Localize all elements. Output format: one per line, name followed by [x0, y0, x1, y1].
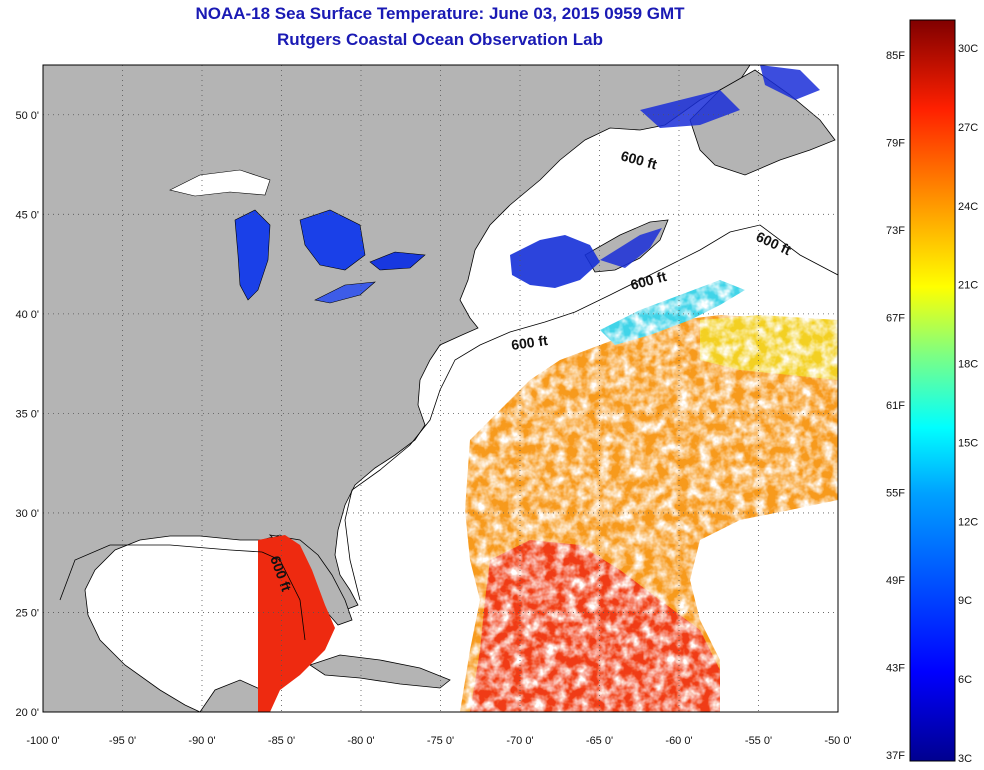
longitude-tick-label: -65 0': [586, 735, 613, 747]
gulf-stream-yellow: [700, 315, 838, 380]
colorbar-f-label: 79F: [886, 138, 905, 150]
gulf-mexico-warm: [258, 535, 335, 712]
colorbar-celsius-labels: 30C 27C 24C 21C 18C 15C 12C 9C 6C 3C: [958, 43, 978, 765]
colorbar-c-label: 9C: [958, 595, 972, 607]
yucatan-land: [199, 679, 271, 712]
longitude-tick-label: -75 0': [427, 735, 454, 747]
longitude-tick-label: -80 0': [347, 735, 374, 747]
colorbar-c-label: 15C: [958, 437, 978, 449]
cuba-land: [309, 654, 451, 689]
latitude-tick-label: 45 0': [15, 209, 39, 221]
lake-erie: [314, 281, 376, 304]
map-frame: [42, 64, 839, 713]
map-subtitle: Rutgers Coastal Ocean Observation Lab: [277, 30, 603, 49]
latitude-axis: 20 0' 25 0' 30 0' 35 0' 40 0' 45 0' 50 0': [15, 110, 39, 719]
latitude-tick-label: 50 0': [15, 110, 39, 122]
colorbar-f-label: 37F: [886, 750, 905, 762]
north-america-land: [43, 65, 751, 712]
colorbar-c-label: 24C: [958, 201, 978, 213]
latitude-tick-label: 20 0': [15, 707, 39, 719]
colorbar-f-label: 85F: [886, 50, 905, 62]
southern-red: [470, 540, 720, 712]
gulf-of-maine-cold: [510, 235, 600, 288]
longitude-tick-label: -50 0': [824, 735, 851, 747]
temperature-colorbar: [909, 19, 956, 762]
latitude-tick-label: 35 0': [15, 408, 39, 420]
longitude-tick-label: -95 0': [109, 735, 136, 747]
colorbar-f-label: 61F: [886, 400, 905, 412]
longitude-tick-label: -70 0': [506, 735, 533, 747]
longitude-tick-label: -60 0': [665, 735, 692, 747]
contour-label-midatlantic: 600 ft: [510, 332, 549, 353]
colorbar-fahrenheit-labels: 85F 79F 73F 67F 61F 55F 49F 43F 37F: [886, 50, 905, 762]
colorbar-c-label: 18C: [958, 359, 978, 371]
lake-ontario: [369, 251, 426, 271]
colorbar-f-label: 67F: [886, 313, 905, 325]
colorbar-c-label: 12C: [958, 516, 978, 528]
longitude-tick-label: -85 0': [268, 735, 295, 747]
isobath-600ft: [59, 224, 838, 641]
longitude-tick-label: -90 0': [188, 735, 215, 747]
colorbar-f-label: 55F: [886, 488, 905, 500]
latitude-tick-label: 30 0': [15, 508, 39, 520]
gulf-st-lawrence-cold: [600, 65, 820, 268]
colorbar-c-label: 21C: [958, 280, 978, 292]
slope-water-cyan: [600, 280, 745, 345]
longitude-axis: -100 0' -95 0' -90 0' -85 0' -80 0' -75 0' -70…: [26, 735, 851, 747]
latitude-tick-label: 40 0': [15, 309, 39, 321]
latitude-tick-label: 25 0': [15, 607, 39, 619]
colorbar-f-label: 73F: [886, 225, 905, 237]
colorbar-c-label: 30C: [958, 43, 978, 55]
lake-superior: [169, 169, 271, 197]
colorbar-f-label: 43F: [886, 663, 905, 675]
lake-michigan-huron: [234, 209, 366, 301]
map-title: NOAA-18 Sea Surface Temperature: June 03…: [195, 4, 685, 23]
longitude-tick-label: -100 0': [26, 735, 59, 747]
colorbar-c-label: 27C: [958, 122, 978, 134]
colorbar-f-label: 49F: [886, 575, 905, 587]
longitude-tick-label: -55 0': [745, 735, 772, 747]
colorbar-c-label: 3C: [958, 753, 972, 765]
colorbar-c-label: 6C: [958, 674, 972, 686]
